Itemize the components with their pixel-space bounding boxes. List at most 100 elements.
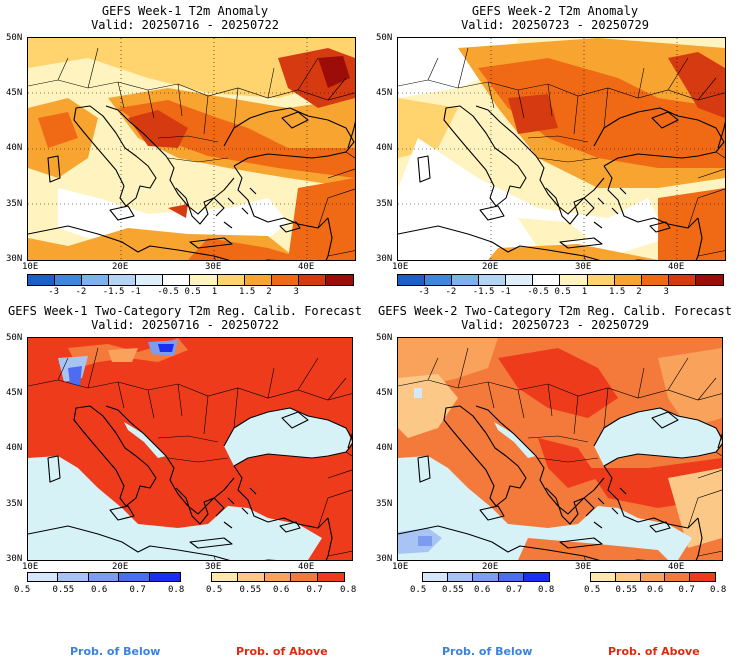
colorbar-swatch xyxy=(560,275,588,285)
colorbar-swatch xyxy=(452,275,480,285)
colorbar-swatch xyxy=(615,573,641,581)
colorbar-tick-label: 0.55 xyxy=(239,585,262,595)
colorbar-tick-label: -2 xyxy=(445,287,457,297)
colorbar-tick-label: 0.8 xyxy=(710,585,727,595)
lat-label: 45N xyxy=(6,88,23,98)
above-colorbar-ticks: 0.5 0.55 0.6 0.7 0.8 xyxy=(206,585,356,595)
colorbar-swatch xyxy=(212,573,239,581)
lat-label: 40N xyxy=(6,443,23,453)
probability-field xyxy=(398,338,722,560)
lat-label: 35N xyxy=(376,199,393,209)
colorbar-swatch xyxy=(298,275,326,285)
below-colorbar xyxy=(27,572,181,582)
colorbar-swatch xyxy=(533,275,561,285)
lon-label: 20E xyxy=(112,562,129,572)
colorbar-tick-label: -0.5 xyxy=(157,287,179,297)
anomaly-field xyxy=(28,38,355,260)
colorbar-tick-label: 0.8 xyxy=(168,585,185,595)
colorbar-swatch xyxy=(163,275,191,285)
anomaly-map xyxy=(27,37,356,261)
lat-label: 50N xyxy=(6,333,23,343)
lat-label: 50N xyxy=(376,33,393,43)
lat-label: 40N xyxy=(6,143,23,153)
colorbar-swatch xyxy=(244,275,272,285)
colorbar-swatch xyxy=(28,573,59,581)
colorbar-tick-label: 0.7 xyxy=(678,585,695,595)
colorbar-tick-label: 0.7 xyxy=(506,585,523,595)
above-colorbar xyxy=(211,572,345,582)
anomaly-colorbar xyxy=(27,274,354,286)
colorbar-tick-label: 0.7 xyxy=(129,585,146,595)
lat-label: 40N xyxy=(376,143,393,153)
colorbar-tick-label: 0.5 xyxy=(14,585,31,595)
colorbar-swatch xyxy=(587,275,615,285)
colorbar-swatch xyxy=(479,275,507,285)
colorbar-swatch xyxy=(291,573,318,581)
colorbar-swatch xyxy=(506,275,534,285)
colorbar-tick-label: 0.8 xyxy=(538,585,555,595)
colorbar-swatch xyxy=(119,573,150,581)
probability-map xyxy=(27,337,353,561)
panel-week2-anomaly: GEFS Week-2 T2m Anomaly Valid: 20250723 … xyxy=(370,0,740,300)
probability-map xyxy=(397,337,723,561)
anomaly-colorbar-ticks: -3 -2 -1.5 -1 -0.5 0.5 1 1.5 2 3 xyxy=(397,287,724,297)
colorbar-tick-label: 1.5 xyxy=(239,287,256,297)
panel-valid-dates: Valid: 20250716 - 20250722 xyxy=(91,18,279,32)
colorbar-swatch xyxy=(136,275,164,285)
colorbar-tick-label: 3 xyxy=(293,287,299,297)
colorbar-tick-label: 1.5 xyxy=(609,287,626,297)
lat-label: 45N xyxy=(376,388,393,398)
legend-above: Prob. of Above xyxy=(236,645,328,658)
colorbar-swatch xyxy=(425,275,453,285)
panel-week2-probability: GEFS Week-2 Two-Category T2m Reg. Calib.… xyxy=(370,300,740,662)
colorbar-tick-label: -3 xyxy=(418,287,430,297)
lat-label: 30N xyxy=(376,554,393,564)
colorbar-swatch xyxy=(264,573,292,581)
lat-label: 45N xyxy=(376,88,393,98)
lon-label: 40E xyxy=(668,262,685,272)
lon-label: 20E xyxy=(482,562,499,572)
colorbar-swatch xyxy=(317,573,344,581)
colorbar-tick-label: -1.5 xyxy=(102,287,125,297)
colorbar-swatch xyxy=(641,275,669,285)
lon-label: 30E xyxy=(205,262,222,272)
colorbar-tick-label: -1 xyxy=(130,287,141,297)
colorbar-tick-label: 0.6 xyxy=(91,585,108,595)
lon-label: 10E xyxy=(392,262,409,272)
colorbar-tick-label: -2 xyxy=(75,287,87,297)
anomaly-colorbar-ticks: -3 -2 -1.5 -1 -0.5 0.5 1 1.5 2 3 xyxy=(27,287,354,297)
colorbar-swatch xyxy=(690,573,715,581)
lat-label: 35N xyxy=(376,499,393,509)
colorbar-tick-label: 1 xyxy=(581,287,588,297)
legend-below: Prob. of Below xyxy=(70,645,161,658)
colorbar-swatch xyxy=(88,573,120,581)
colorbar-swatch xyxy=(498,573,524,581)
colorbar-swatch xyxy=(614,275,642,285)
panel-title: GEFS Week-2 Two-Category T2m Reg. Calib.… xyxy=(377,304,732,318)
lat-label: 40N xyxy=(376,443,393,453)
colorbar-swatch xyxy=(398,275,426,285)
colorbar-tick-label: 0.7 xyxy=(306,585,323,595)
probability-field xyxy=(28,338,352,560)
panel-week1-anomaly: GEFS Week-1 T2m Anomaly Valid: 20250716 … xyxy=(0,0,370,300)
colorbar-tick-label: 0.5 xyxy=(184,287,201,297)
panel-valid-dates: Valid: 20250723 - 20250729 xyxy=(461,18,649,32)
anomaly-map xyxy=(397,37,726,261)
lon-label: 10E xyxy=(22,262,39,272)
above-colorbar-ticks: 0.5 0.55 0.6 0.7 0.8 xyxy=(584,585,726,595)
lon-label: 40E xyxy=(298,262,315,272)
colorbar-swatch xyxy=(82,275,110,285)
colorbar-swatch xyxy=(58,573,89,581)
colorbar-tick-label: 0.6 xyxy=(474,585,491,595)
colorbar-tick-label: 2 xyxy=(266,287,272,297)
colorbar-tick-label: 0.55 xyxy=(615,585,638,595)
colorbar-swatch xyxy=(271,275,299,285)
colorbar-tick-label: -1.5 xyxy=(472,287,495,297)
colorbar-swatch xyxy=(55,275,83,285)
colorbar-tick-label: 0.5 xyxy=(206,585,223,595)
lat-label: 30N xyxy=(6,554,23,564)
colorbar-tick-label: 0.5 xyxy=(584,585,601,595)
colorbar-tick-label: 0.5 xyxy=(410,585,427,595)
panel-title: GEFS Week-2 T2m Anomaly xyxy=(471,4,639,18)
colorbar-swatch xyxy=(640,573,666,581)
